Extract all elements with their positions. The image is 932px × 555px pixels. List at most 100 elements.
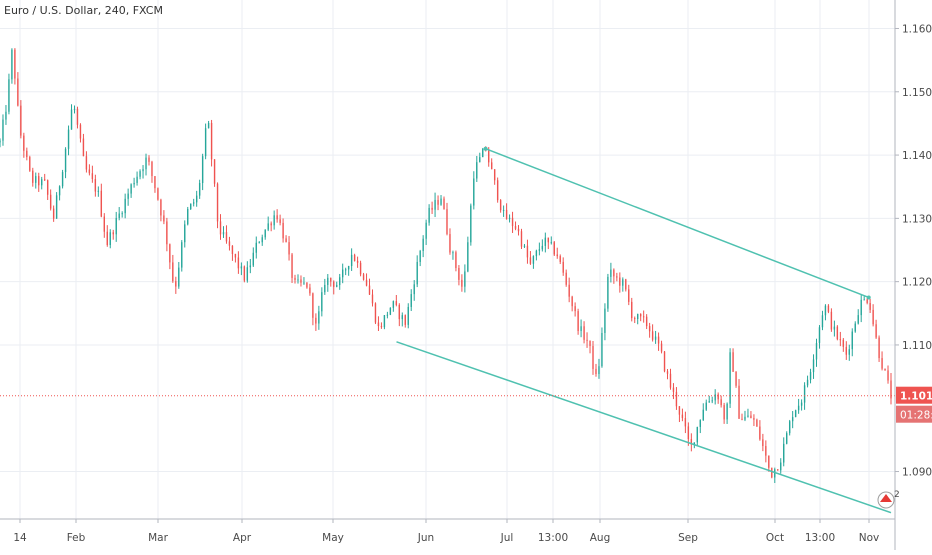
candle-body	[318, 311, 320, 324]
candle-body	[204, 128, 207, 157]
candle-body	[744, 416, 746, 420]
candle-body	[681, 414, 684, 419]
candle-body	[884, 368, 886, 371]
candle-body	[222, 232, 225, 235]
candle-body	[368, 285, 371, 295]
candle-body	[836, 326, 839, 340]
candle-body	[511, 217, 514, 227]
candle-body	[347, 266, 350, 270]
candle-body	[29, 157, 31, 171]
candle-body	[872, 309, 874, 325]
candle-body	[488, 150, 490, 163]
time-tick-label: Apr	[233, 532, 252, 544]
candle-body	[446, 209, 448, 235]
candle-body	[705, 402, 707, 410]
candle-body	[881, 358, 883, 369]
candle-body	[431, 207, 433, 210]
candle-body	[404, 315, 406, 325]
candle-body	[139, 171, 141, 177]
candle-body	[762, 439, 764, 447]
candle-body	[550, 242, 552, 244]
candle-body	[440, 198, 442, 205]
candle-body	[669, 373, 672, 388]
candle-body	[2, 119, 4, 141]
candle-body	[812, 359, 815, 373]
candle-body	[443, 198, 445, 210]
candle-body	[103, 216, 105, 232]
trend-channel[interactable]	[396, 146, 892, 514]
candle-body	[285, 238, 287, 243]
candle-body	[377, 322, 380, 327]
candle-body	[526, 245, 529, 258]
candle-body	[64, 148, 67, 173]
candle-body	[219, 221, 222, 235]
channel-anchor	[866, 295, 871, 300]
grid	[0, 0, 895, 519]
candle-body	[312, 293, 314, 318]
candle-body	[187, 209, 189, 225]
price-tick-label: 1.16000	[902, 23, 932, 35]
candle-body	[264, 229, 266, 238]
candle-body	[309, 287, 311, 294]
candle-body	[365, 279, 368, 286]
candle-body	[422, 238, 424, 251]
candle-body	[41, 179, 43, 186]
candle-body	[800, 402, 803, 406]
candle-body	[747, 415, 749, 417]
candle-body	[70, 109, 73, 130]
candle-body	[52, 208, 55, 219]
candle-body	[473, 178, 475, 206]
candle-body	[797, 405, 800, 411]
candle-body	[696, 426, 699, 443]
candle-body	[49, 194, 52, 209]
candle-body	[553, 242, 555, 255]
candle-body	[827, 305, 830, 312]
candle-body	[559, 256, 561, 262]
candle-body	[145, 157, 147, 170]
candle-body	[645, 316, 648, 327]
candle-body	[479, 157, 481, 163]
candle-body	[592, 346, 594, 369]
candle-body	[514, 226, 517, 229]
candle-body	[532, 256, 535, 264]
candle-body	[672, 387, 675, 392]
candle-body	[315, 317, 317, 324]
last-price-label-bg	[896, 386, 932, 404]
candle-body	[476, 162, 478, 179]
candle-body	[625, 279, 627, 290]
candle-body	[353, 254, 356, 261]
candle-body	[604, 308, 606, 333]
candle-body	[282, 222, 284, 239]
candle-body	[866, 299, 868, 303]
candle-body	[115, 217, 117, 235]
candle-body	[172, 262, 174, 282]
time-tick-label: Oct	[766, 532, 784, 544]
candle-body	[428, 207, 430, 223]
candle-body	[589, 340, 591, 347]
candle-body	[178, 267, 180, 287]
time-tick-label: May	[322, 532, 344, 544]
candle-body	[0, 140, 1, 143]
candle-body	[863, 299, 865, 301]
candle-body	[783, 443, 785, 463]
time-tick-label: Sep	[678, 532, 698, 544]
candle-body	[771, 467, 773, 478]
candle-body	[675, 391, 678, 407]
candle-body	[690, 439, 693, 445]
candle-body	[631, 301, 633, 319]
candle-body	[619, 277, 621, 286]
candle-body	[339, 277, 341, 286]
chart-title: Euro / U.S. Dollar, 240, FXCM	[4, 4, 163, 17]
candle-body	[425, 222, 427, 239]
candle-body	[291, 254, 293, 278]
candle-body	[854, 323, 856, 332]
candle-body	[106, 231, 108, 245]
candle-body	[717, 394, 719, 400]
candle-body	[210, 122, 213, 160]
candle-body	[234, 253, 237, 258]
candle-body	[73, 108, 76, 110]
candle-body	[639, 314, 642, 317]
